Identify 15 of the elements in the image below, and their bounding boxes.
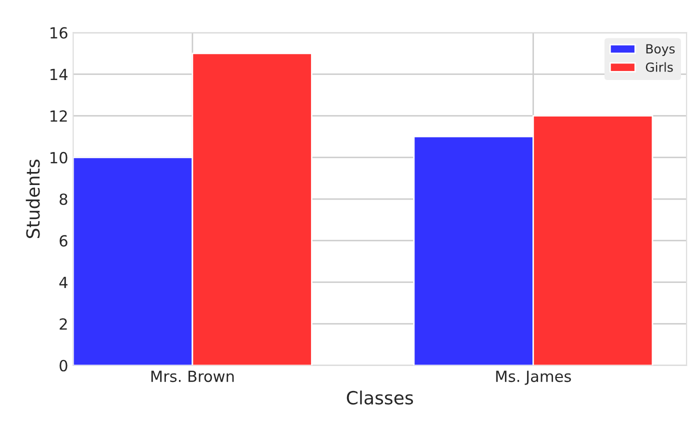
y-tick-label: 10	[50, 152, 68, 164]
y-tick-label: 12	[50, 110, 67, 122]
y-axis-title: Students	[26, 160, 40, 238]
y-tick-label: 6	[60, 235, 68, 247]
x-axis-title: Classes	[346, 390, 413, 405]
x-tick-label: Ms. James	[496, 370, 571, 385]
y-tick-label: 2	[60, 318, 67, 330]
x-tick-label: Mrs. Brown	[151, 370, 234, 382]
y-tick-label: 4	[59, 276, 68, 288]
y-tick-label: 14	[50, 68, 68, 80]
y-tick-label: 8	[60, 193, 68, 206]
y-tick-label: 0	[60, 360, 68, 372]
legend-label: Boys	[646, 44, 675, 56]
legend-label: Girls	[646, 62, 673, 72]
y-tick-label: 16	[50, 27, 68, 39]
